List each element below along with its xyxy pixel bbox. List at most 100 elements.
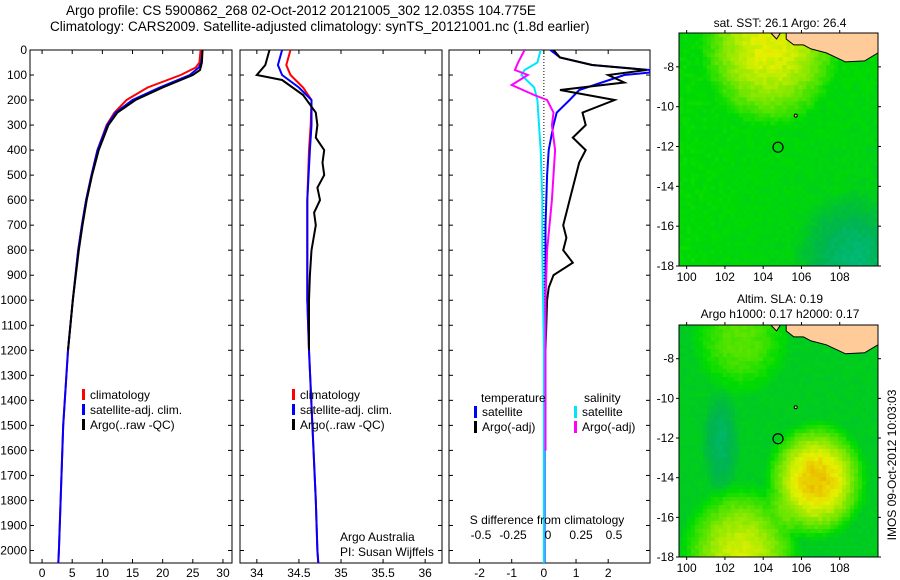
map-cell — [730, 365, 736, 370]
map-cell — [846, 245, 851, 251]
map-cell — [698, 258, 704, 263]
map-cell — [826, 361, 831, 366]
map-cell — [702, 413, 708, 418]
map-cell — [726, 137, 732, 142]
map-cell — [802, 133, 807, 138]
map-cell — [850, 397, 855, 402]
map-cell — [706, 57, 712, 62]
map-cell — [762, 221, 768, 227]
map-cell — [862, 189, 867, 195]
map-cell — [862, 353, 867, 358]
map-cell — [822, 137, 827, 142]
map-cell — [822, 69, 827, 74]
map-cell — [762, 109, 768, 114]
map-cell — [782, 137, 787, 142]
map-cell — [866, 217, 871, 223]
map-cell — [822, 89, 827, 94]
map-cell — [874, 253, 879, 259]
map-cell — [722, 213, 728, 219]
map-cell — [806, 109, 811, 114]
map-cell — [710, 441, 716, 446]
map-cell — [806, 397, 811, 402]
map-cell — [679, 157, 684, 162]
map-cell — [730, 113, 736, 118]
map-cell — [679, 133, 684, 138]
map-cell — [734, 441, 740, 446]
map-cell — [726, 109, 732, 114]
map-cell — [746, 181, 752, 187]
map-cell — [866, 169, 871, 175]
map-cell — [730, 237, 736, 243]
map-cell — [786, 189, 791, 195]
map-cell — [750, 401, 756, 406]
series-line-argo-raw-qc- — [254, 50, 326, 351]
map-cell — [818, 381, 823, 386]
map-cell — [846, 85, 851, 90]
map-cell — [687, 433, 692, 438]
map-cell — [786, 193, 791, 199]
map-cell — [730, 209, 736, 215]
map-cell — [854, 417, 859, 422]
map-cell — [766, 157, 772, 162]
map-cell — [774, 345, 779, 350]
map-cell — [726, 33, 732, 38]
map-cell — [806, 433, 811, 438]
map-cell — [738, 437, 744, 442]
map-cell — [866, 145, 871, 150]
map-cell — [854, 241, 859, 247]
map-cell — [870, 449, 875, 454]
map-cell — [806, 409, 811, 414]
map-cell — [722, 349, 728, 354]
map-cell — [738, 361, 744, 366]
map-cell — [794, 373, 799, 378]
x-tick-label: -2 — [474, 566, 485, 580]
map-cell — [814, 373, 819, 378]
map-cell — [762, 57, 768, 62]
map-cell — [850, 105, 855, 110]
map-cell — [754, 117, 760, 122]
map-cell — [746, 457, 752, 462]
map-cell — [822, 105, 827, 110]
map-cell — [826, 177, 831, 183]
map-cell — [706, 49, 712, 54]
map-cell — [722, 121, 728, 126]
map-cell — [706, 157, 712, 162]
map-cell — [762, 181, 768, 187]
map-cell — [866, 445, 871, 450]
map-cell — [810, 197, 815, 203]
map-cell — [702, 161, 708, 167]
map-cell — [722, 49, 728, 54]
map-cell — [683, 373, 688, 378]
map-cell — [750, 465, 756, 470]
map-cell — [774, 161, 779, 167]
map-cell — [874, 249, 879, 255]
map-cell — [830, 185, 835, 191]
map-cell — [862, 217, 867, 223]
map-cell — [698, 373, 704, 378]
map-cell — [810, 153, 815, 158]
map-cell — [714, 381, 720, 386]
map-cell — [758, 245, 764, 251]
map-cell — [734, 365, 740, 370]
map-cell — [750, 141, 756, 146]
map-cell — [782, 333, 787, 338]
map-cell — [714, 197, 720, 203]
map-cell — [794, 93, 799, 98]
map-cell — [702, 93, 708, 98]
map-cell — [734, 349, 740, 354]
map-cell — [774, 405, 779, 410]
map-cell — [706, 81, 712, 86]
map-cell — [718, 433, 724, 438]
map-cell — [774, 225, 779, 231]
map-cell — [679, 197, 684, 203]
map-cell — [770, 253, 775, 259]
map-cell — [718, 233, 724, 239]
map-cell — [782, 65, 787, 70]
map-cell — [738, 197, 744, 203]
map-cell — [834, 73, 839, 78]
map-cell — [683, 209, 688, 215]
map-cell — [694, 393, 700, 398]
map-cell — [750, 157, 756, 162]
map-cell — [794, 209, 799, 215]
map-cell — [734, 258, 740, 263]
